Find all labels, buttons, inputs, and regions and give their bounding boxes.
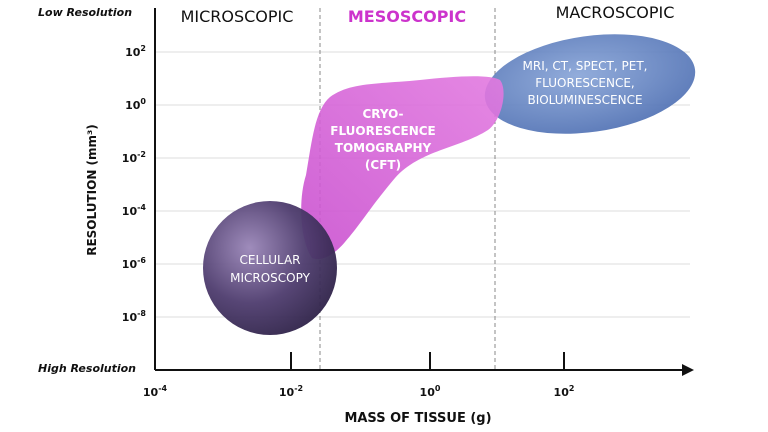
region-microscopic: MICROSCOPIC xyxy=(181,7,294,26)
y-axis-title: RESOLUTION (mm³) xyxy=(85,124,99,256)
macroscopic-modalities-blob xyxy=(484,34,696,134)
cft-label-line: CRYO- xyxy=(362,107,403,121)
cellular-label-line: MICROSCOPY xyxy=(230,271,310,285)
high-resolution-label: High Resolution xyxy=(38,362,136,375)
y-tick-exp: 2 xyxy=(140,44,146,53)
cft-label-line: TOMOGRAPHY xyxy=(335,141,432,155)
x-tick-label-1e-2: 10-2 xyxy=(279,384,303,399)
x-tick-marks xyxy=(290,352,565,370)
x-tick-exp: 0 xyxy=(435,384,441,393)
x-tick-labels: 10-4 10-2 100 102 xyxy=(143,384,575,399)
macro-label: MRI, CT, SPECT, PET, FLUORESCENCE, BIOLU… xyxy=(523,59,648,107)
y-tick-exp: 0 xyxy=(140,97,146,106)
x-tick-base: 10 xyxy=(143,386,159,399)
x-axis-title: MASS OF TISSUE (g) xyxy=(344,411,491,426)
y-tick-label-1e-6: 10-6 xyxy=(122,256,147,271)
y-tick-label-1e-4: 10-4 xyxy=(122,203,147,218)
y-tick-exp: -8 xyxy=(137,309,146,318)
x-tick-exp: 2 xyxy=(569,384,575,393)
cellular-label: CELLULAR MICROSCOPY xyxy=(230,253,310,285)
cft-label-line: FLUORESCENCE xyxy=(330,124,436,138)
x-tick-base: 10 xyxy=(554,386,570,399)
y-tick-base: 10 xyxy=(122,311,138,324)
cellular-microscopy-blob xyxy=(203,201,337,335)
y-tick-labels: 102 100 10-2 10-4 10-6 10-8 xyxy=(122,44,147,324)
cellular-label-line: CELLULAR xyxy=(239,253,300,267)
x-tick-label-1e2: 102 xyxy=(554,384,575,399)
y-tick-base: 10 xyxy=(122,258,138,271)
y-tick-base: 10 xyxy=(125,99,141,112)
region-mesoscopic: MESOSCOPIC xyxy=(348,7,466,26)
region-macroscopic: MACROSCOPIC xyxy=(556,3,675,22)
cft-label: CRYO- FLUORESCENCE TOMOGRAPHY (CFT) xyxy=(330,107,436,172)
cft-blob xyxy=(301,76,504,260)
x-tick-exp: -2 xyxy=(294,384,303,393)
y-tick-base: 10 xyxy=(125,46,141,59)
y-tick-label-1e2: 102 xyxy=(125,44,146,59)
x-tick-label-1e-4: 10-4 xyxy=(143,384,168,399)
y-tick-base: 10 xyxy=(122,205,138,218)
x-axis-arrowhead xyxy=(682,364,694,376)
y-tick-label-1e-2: 10-2 xyxy=(122,150,146,165)
x-tick-label-1e0: 100 xyxy=(420,384,441,399)
y-tick-label-1e0: 100 xyxy=(125,97,146,112)
x-tick-exp: -4 xyxy=(158,384,167,393)
y-tick-label-1e-8: 10-8 xyxy=(122,309,147,324)
y-tick-exp: -4 xyxy=(137,203,146,212)
y-tick-exp: -6 xyxy=(137,256,146,265)
macro-label-line: MRI, CT, SPECT, PET, xyxy=(523,59,648,73)
macro-label-line: FLUORESCENCE, xyxy=(535,76,634,90)
cft-label-line: (CFT) xyxy=(365,158,401,172)
axes xyxy=(154,8,684,371)
macro-label-line: BIOLUMINESCENCE xyxy=(527,93,642,107)
low-resolution-label: Low Resolution xyxy=(38,6,132,19)
x-tick-base: 10 xyxy=(279,386,295,399)
y-tick-base: 10 xyxy=(122,152,138,165)
x-tick-base: 10 xyxy=(420,386,436,399)
y-tick-exp: -2 xyxy=(137,150,146,159)
